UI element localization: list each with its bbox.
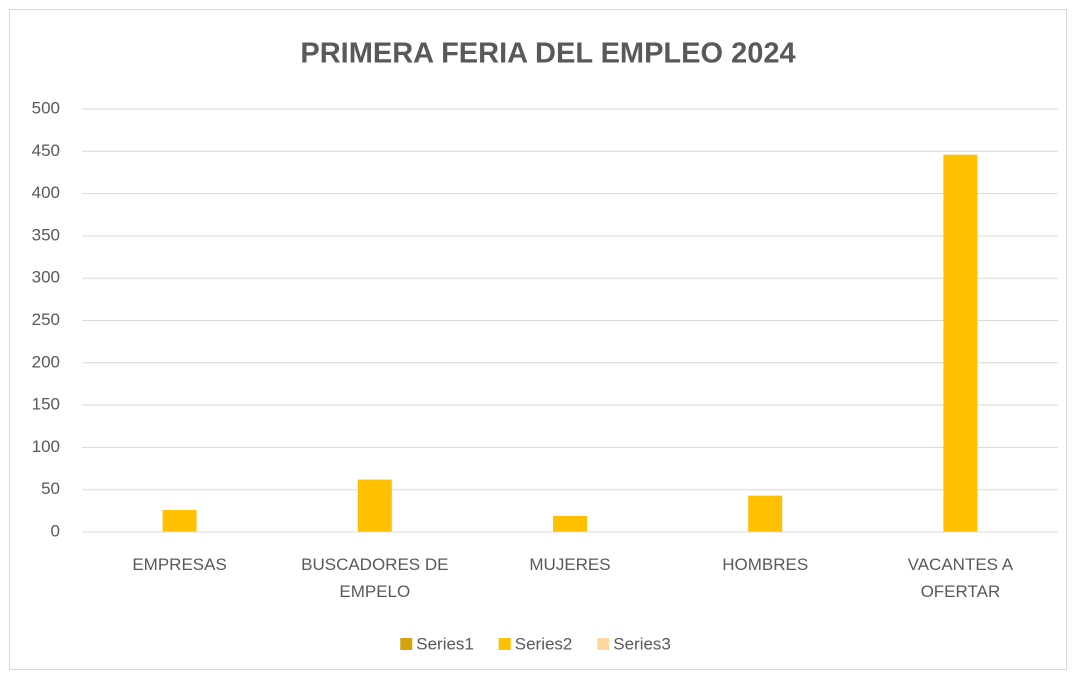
x-tick-label: MUJERES <box>529 555 610 574</box>
y-tick-label: 0 <box>51 521 60 540</box>
chart-border <box>9 9 1067 670</box>
legend-swatch <box>597 638 610 650</box>
y-tick-label: 450 <box>32 141 60 160</box>
bar <box>553 515 587 532</box>
y-tick-label: 300 <box>32 268 60 287</box>
chart-title: PRIMERA FERIA DEL EMPLEO 2024 <box>300 38 795 70</box>
x-tick-label: EMPRESAS <box>132 555 226 574</box>
y-tick-label: 400 <box>32 183 60 202</box>
y-tick-label: 200 <box>32 352 60 371</box>
x-tick-label: HOMBRES <box>722 555 808 574</box>
legend-swatch <box>498 638 511 650</box>
legend-label: Series1 <box>416 634 474 653</box>
y-tick-label: 50 <box>41 479 60 498</box>
legend-swatch <box>400 638 413 650</box>
y-tick-label: 150 <box>32 395 60 414</box>
y-tick-label: 500 <box>32 98 60 117</box>
x-tick-label: BUSCADORES DE EMPELO <box>301 555 448 601</box>
x-tick-label: VACANTES A OFERTAR <box>908 555 1014 601</box>
y-tick-label: 100 <box>32 437 60 456</box>
bar <box>162 510 197 532</box>
legend-label: Series3 <box>613 634 671 653</box>
y-tick-label: 350 <box>32 225 60 244</box>
bar <box>943 154 978 532</box>
bar <box>748 495 783 532</box>
legend-label: Series2 <box>515 634 573 653</box>
bar <box>357 479 392 532</box>
y-tick-label: 250 <box>32 310 60 329</box>
